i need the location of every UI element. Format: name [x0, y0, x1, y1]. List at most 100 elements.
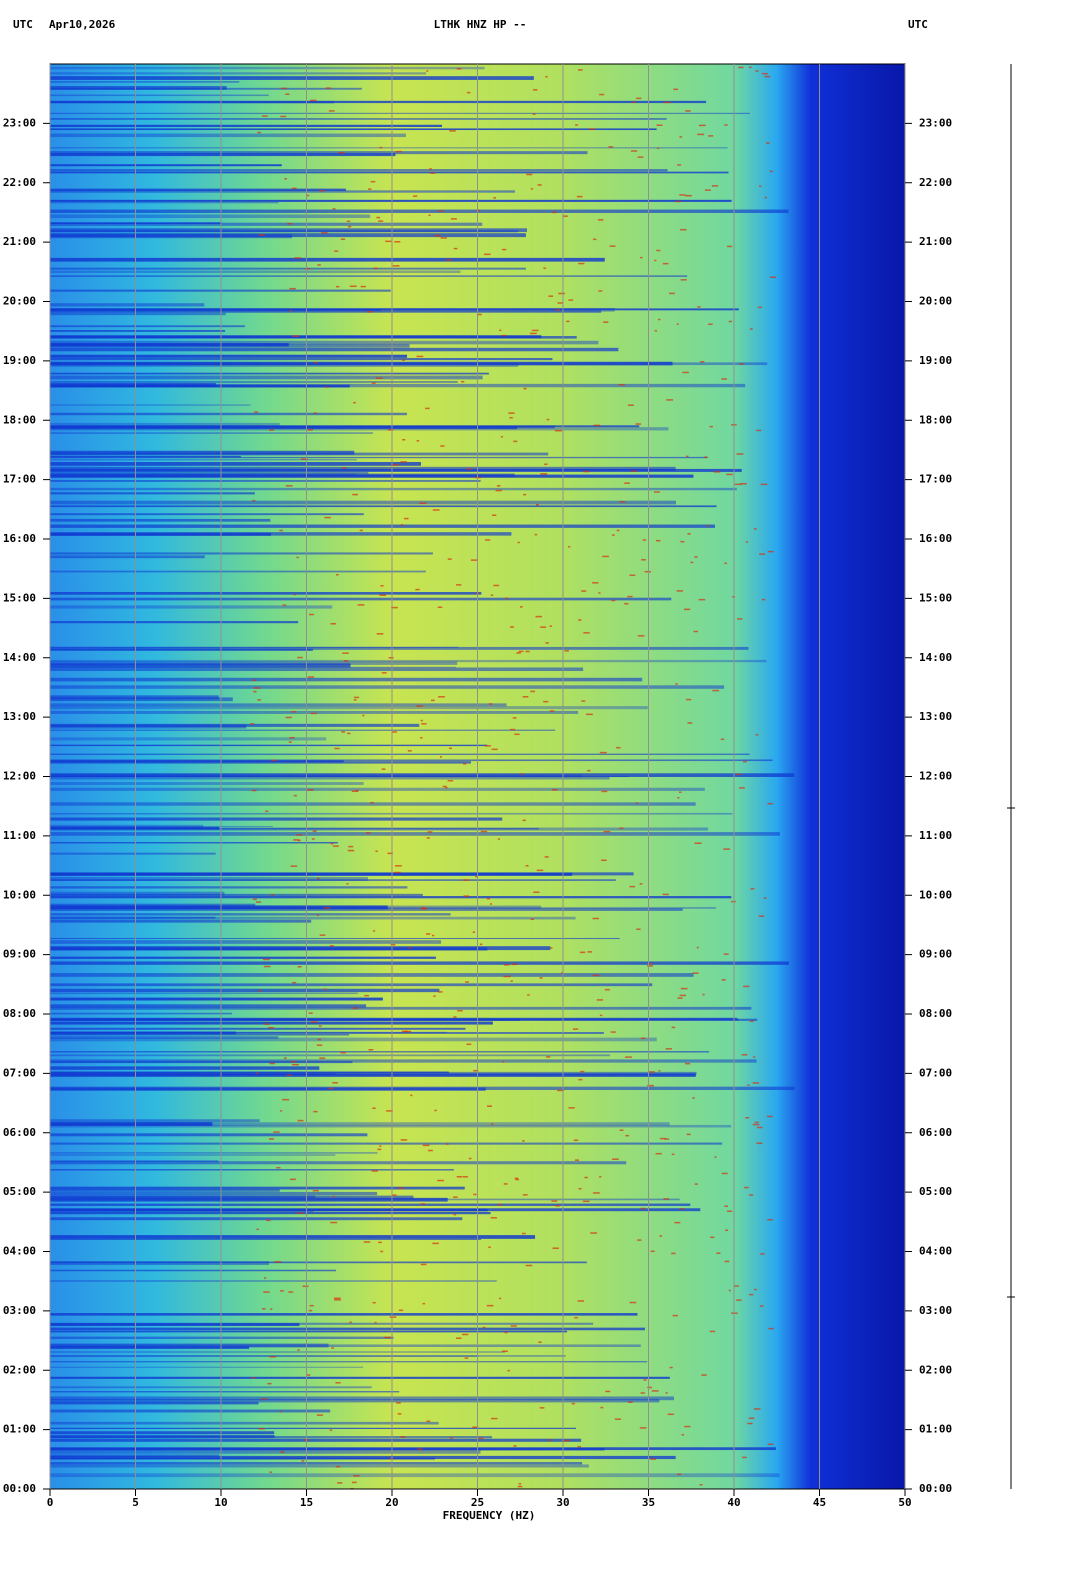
- x-tick-label: 40: [727, 1496, 740, 1509]
- noise-stripe: [50, 275, 688, 277]
- noise-stripe: [50, 1006, 752, 1010]
- noise-speck: [525, 865, 529, 867]
- noise-speck: [690, 561, 694, 564]
- noise-stripe: [50, 1169, 454, 1171]
- noise-speck: [755, 70, 759, 72]
- noise-speck: [487, 1105, 493, 1107]
- noise-stripe: [50, 1037, 657, 1042]
- y-tick-label-right: 03:00: [919, 1304, 952, 1317]
- noise-stripe: [50, 956, 436, 959]
- noise-speck: [338, 151, 345, 154]
- noise-stripe: [50, 1336, 394, 1339]
- y-tick-label-right: 15:00: [919, 591, 952, 604]
- noise-speck: [578, 262, 585, 265]
- y-tick-label-left: 13:00: [3, 710, 36, 723]
- noise-speck: [647, 1084, 654, 1087]
- noise-speck: [756, 429, 762, 432]
- y-tick-label-left: 09:00: [3, 948, 36, 961]
- noise-speck: [483, 253, 491, 256]
- noise-speck: [756, 1142, 763, 1145]
- x-tick-label: 25: [471, 1496, 484, 1509]
- noise-speck: [654, 259, 657, 262]
- y-tick-label-left: 14:00: [3, 651, 36, 664]
- y-tick-label-right: 20:00: [919, 295, 952, 308]
- noise-speck: [724, 1260, 730, 1263]
- noise-speck: [479, 943, 483, 946]
- noise-speck: [326, 87, 332, 89]
- noise-speck: [287, 222, 293, 225]
- noise-speck: [381, 672, 387, 674]
- noise-speck: [421, 723, 427, 725]
- noise-speck: [453, 1213, 457, 1216]
- noise-speck: [434, 1109, 437, 1112]
- noise-speck: [323, 988, 327, 991]
- noise-speck: [347, 225, 352, 228]
- noise-speck: [529, 332, 537, 335]
- noise-speck: [680, 1208, 685, 1210]
- noise-speck: [567, 545, 571, 548]
- noise-stripe: [50, 988, 440, 993]
- noise-speck: [332, 1195, 335, 1198]
- noise-speck: [568, 299, 574, 301]
- noise-speck: [697, 306, 701, 308]
- y-tick-label-left: 02:00: [3, 1363, 36, 1376]
- noise-stripe: [50, 893, 423, 897]
- noise-speck: [310, 1021, 318, 1023]
- noise-speck: [262, 115, 268, 117]
- noise-stripe: [50, 1161, 627, 1165]
- noise-speck: [395, 865, 402, 867]
- noise-speck: [680, 987, 688, 990]
- noise-speck: [509, 416, 513, 419]
- noise-speck: [741, 1053, 748, 1056]
- noise-speck: [473, 1193, 477, 1196]
- noise-speck: [416, 440, 420, 442]
- noise-speck: [293, 839, 300, 841]
- noise-stripe: [50, 1235, 536, 1239]
- noise-speck: [293, 593, 296, 596]
- noise-speck: [655, 1152, 662, 1155]
- noise-speck: [525, 1264, 533, 1267]
- noise-speck: [449, 747, 452, 750]
- noise-stripe: [50, 513, 364, 516]
- noise-speck: [346, 220, 351, 223]
- noise-speck: [723, 848, 730, 850]
- noise-speck: [767, 1218, 773, 1221]
- y-tick-label-right: 05:00: [919, 1185, 952, 1198]
- noise-speck: [577, 1300, 585, 1302]
- noise-stripe: [50, 908, 683, 911]
- noise-speck: [342, 467, 347, 469]
- noise-speck: [453, 1196, 458, 1198]
- noise-speck: [603, 830, 611, 833]
- noise-speck: [755, 734, 759, 736]
- noise-speck: [714, 1156, 717, 1158]
- noise-stripe: [50, 916, 216, 919]
- noise-stripe: [50, 303, 205, 307]
- noise-stripe: [50, 124, 443, 127]
- noise-speck: [352, 1007, 359, 1009]
- noise-speck: [587, 951, 593, 953]
- noise-speck: [380, 585, 384, 587]
- noise-speck: [316, 1414, 324, 1416]
- noise-stripe: [50, 659, 767, 663]
- noise-speck: [609, 245, 616, 247]
- noise-stripe: [50, 1431, 275, 1435]
- noise-speck: [534, 533, 538, 536]
- noise-speck: [264, 1277, 267, 1279]
- noise-speck: [549, 710, 555, 712]
- noise-speck: [408, 947, 412, 949]
- noise-speck: [413, 195, 418, 197]
- noise-speck: [440, 237, 447, 239]
- noise-speck: [533, 89, 538, 91]
- noise-speck: [619, 1129, 624, 1132]
- noise-stripe: [50, 1391, 400, 1393]
- noise-speck: [740, 483, 747, 485]
- noise-speck: [675, 200, 681, 203]
- noise-stripe: [50, 817, 503, 821]
- noise-speck: [340, 1051, 346, 1054]
- noise-speck: [407, 750, 412, 752]
- noise-speck: [477, 313, 482, 316]
- noise-speck: [296, 1212, 304, 1214]
- noise-speck: [421, 907, 426, 909]
- noise-speck: [679, 136, 683, 138]
